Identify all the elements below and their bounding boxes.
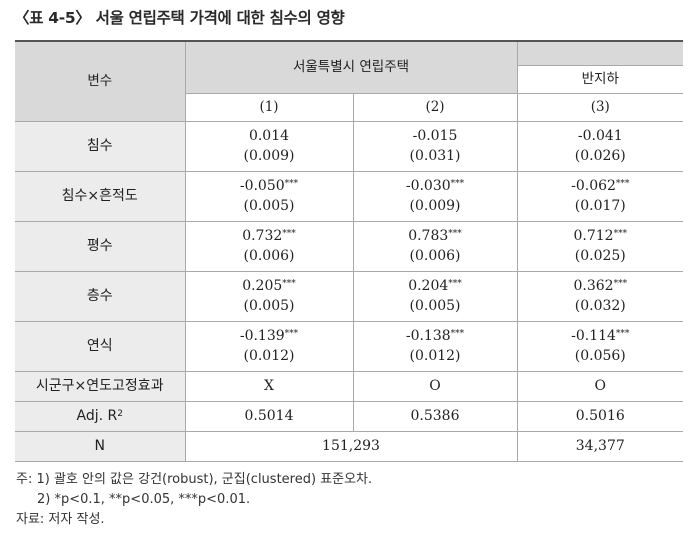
coefficient: 0.362*** (573, 278, 628, 294)
table-body: 침수 0.014 (0.009) -0.015 (0.031) -0.041 (0.026)… (15, 120, 684, 462)
coefficient: 0.204*** (408, 278, 462, 294)
table-row: 침수×흔적도 -0.050*** (0.005) -0.030*** (0.009) -0… (15, 170, 684, 222)
row-label: 침수×흔적도 (15, 170, 186, 222)
std-error: (0.017) (574, 198, 626, 214)
header-col-2: (2) (352, 92, 518, 122)
std-error: (0.005) (243, 198, 295, 214)
std-error: (0.006) (243, 248, 295, 264)
header-col-1: (1) (185, 92, 354, 122)
cell: 0.783*** (0.006) (352, 220, 518, 272)
cell: 0.204*** (0.005) (352, 270, 518, 322)
row-label: Adj. R2 (15, 400, 186, 432)
cell: -0.062*** (0.017) (516, 170, 684, 222)
std-error: (0.009) (243, 148, 295, 164)
coefficient: -0.015 (412, 128, 458, 144)
header-col-3: (3) (516, 92, 684, 122)
std-error: (0.025) (574, 248, 626, 264)
cell: -0.015 (0.031) (352, 120, 518, 172)
table-row-fixed-effects: 시군구×연도고정효과 X O O (15, 370, 684, 402)
std-error: (0.031) (409, 148, 461, 164)
std-error: (0.032) (574, 298, 626, 314)
coefficient: 0.014 (248, 128, 290, 144)
cell: X (184, 370, 354, 402)
note-2: 2) *p<0.1, **p<0.05, ***p<0.01. (37, 492, 251, 507)
cell: -0.139*** (0.012) (184, 320, 354, 372)
std-error: (0.012) (409, 348, 461, 364)
coefficient: -0.114*** (571, 328, 630, 344)
table-row: 층수 0.205*** (0.005) 0.204*** (0.005) 0.362***… (15, 270, 684, 322)
table-notes: 주: 1) 괄호 안의 값은 강건(robust), 군집(clustered)… (16, 470, 372, 530)
coefficient: 0.732*** (242, 228, 296, 244)
cell: -0.138*** (0.012) (352, 320, 518, 372)
std-error: (0.005) (243, 298, 295, 314)
cell: 0.732*** (0.006) (184, 220, 354, 272)
header-spacer (516, 40, 684, 65)
cell: 0.5016 (516, 400, 684, 432)
note-1: 주: 1) 괄호 안의 값은 강건(robust), 군집(clustered)… (16, 472, 373, 487)
cell: -0.030*** (0.009) (352, 170, 518, 222)
cell: 0.205*** (0.005) (184, 270, 354, 322)
std-error: (0.009) (409, 198, 461, 214)
coefficient: -0.030*** (405, 178, 465, 194)
table-row-adj-r2: Adj. R2 0.5014 0.5386 0.5016 (15, 400, 684, 432)
std-error: (0.012) (243, 348, 295, 364)
row-label: 평수 (15, 220, 186, 272)
cell: O (352, 370, 518, 402)
coefficient: -0.041 (577, 128, 623, 144)
cell: -0.041 (0.026) (516, 120, 684, 172)
cell: -0.050*** (0.005) (184, 170, 354, 222)
std-error: (0.026) (574, 148, 626, 164)
cell: 151,293 (184, 430, 518, 462)
cell: O (516, 370, 684, 402)
coefficient: 0.712*** (573, 228, 628, 244)
table-title: 〈표 4-5〉 서울 연립주택 가격에 대한 침수의 영향 (14, 9, 345, 27)
cell: 0.5386 (352, 400, 518, 432)
header-semi-basement: 반지하 (517, 64, 684, 94)
coefficient: -0.138*** (405, 328, 465, 344)
row-label: 층수 (15, 270, 186, 322)
coefficient: 0.205*** (242, 278, 296, 294)
cell: 0.362*** (0.032) (516, 270, 684, 322)
table-row: 연식 -0.139*** (0.012) -0.138*** (0.012) -0.114… (15, 320, 684, 372)
std-error: (0.005) (409, 298, 461, 314)
cell: -0.114*** (0.056) (516, 320, 684, 372)
table-row: 평수 0.732*** (0.006) 0.783*** (0.006) 0.712***… (15, 220, 684, 272)
cell: 34,377 (516, 430, 684, 462)
row-label: 연식 (15, 320, 186, 372)
row-label: 시군구×연도고정효과 (15, 370, 186, 402)
source-note: 자료: 저자 작성. (16, 512, 105, 527)
row-label: 침수 (15, 120, 186, 172)
coefficient: -0.050*** (239, 178, 299, 194)
coefficient: -0.062*** (571, 178, 630, 194)
coefficient: -0.139*** (239, 328, 299, 344)
cell: 0.712*** (0.025) (516, 220, 684, 272)
table-row-n: N 151,293 34,377 (15, 430, 684, 462)
header-variable: 변수 (15, 40, 186, 122)
std-error: (0.006) (409, 248, 461, 264)
regression-table: 변수 서울특별시 연립주택 반지하 (1) (2) (3) 침수 0.014 (0.… (15, 40, 684, 462)
std-error: (0.056) (574, 348, 626, 364)
coefficient: 0.783*** (408, 228, 462, 244)
header-seoul-rowhouse: 서울특별시 연립주택 (184, 40, 518, 94)
cell: 0.014 (0.009) (184, 120, 354, 172)
table-row: 침수 0.014 (0.009) -0.015 (0.031) -0.041 (0.026) (15, 120, 684, 172)
cell: 0.5014 (184, 400, 354, 432)
row-label: N (15, 430, 186, 462)
